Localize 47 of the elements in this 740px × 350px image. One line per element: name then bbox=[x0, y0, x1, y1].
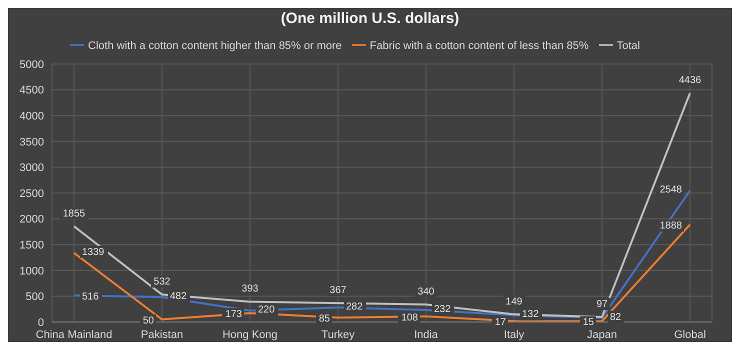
data-label: 340 bbox=[418, 286, 435, 298]
x-tick-label: Turkey bbox=[321, 328, 356, 341]
data-label: 393 bbox=[242, 284, 259, 295]
x-tick-label: Global bbox=[674, 328, 706, 341]
y-tick-label: 3000 bbox=[20, 162, 44, 174]
data-label: 1855 bbox=[62, 208, 86, 220]
data-label: 2548 bbox=[660, 184, 682, 196]
y-tick-label: 1500 bbox=[20, 240, 44, 252]
y-tick-label: 1000 bbox=[20, 265, 44, 278]
data-label: 15 bbox=[582, 317, 594, 328]
legend-label: Total bbox=[616, 40, 640, 52]
y-tick-label: 0 bbox=[38, 316, 44, 329]
y-tick-label: 2000 bbox=[20, 214, 44, 226]
data-label: 97 bbox=[596, 298, 608, 310]
y-tick-label: 2500 bbox=[20, 188, 44, 200]
data-label: 532 bbox=[154, 276, 171, 288]
data-label: 50 bbox=[142, 315, 154, 326]
data-label: 282 bbox=[346, 301, 364, 312]
data-label: 516 bbox=[82, 291, 100, 302]
y-tick-label: 3500 bbox=[20, 136, 44, 148]
x-tick-label: Italy bbox=[504, 328, 525, 341]
data-label: 132 bbox=[522, 309, 540, 320]
chart-title: (One million U.S. dollars) bbox=[280, 9, 460, 29]
legend-label: Cloth with a cotton content higher than 85% or more bbox=[88, 40, 342, 52]
data-label: 1339 bbox=[82, 246, 105, 258]
x-tick-label: Japan bbox=[587, 328, 617, 341]
data-label: 1888 bbox=[660, 220, 682, 232]
legend-label: Fabric with a cotton content of less than 85% bbox=[370, 40, 589, 52]
data-label: 82 bbox=[610, 312, 622, 323]
data-label: 482 bbox=[170, 291, 188, 302]
data-label: 17 bbox=[494, 317, 506, 328]
x-tick-label: India bbox=[414, 328, 439, 341]
data-label: 220 bbox=[258, 304, 276, 316]
data-label: 108 bbox=[401, 312, 418, 324]
data-label: 85 bbox=[318, 314, 330, 325]
data-label: 4436 bbox=[678, 75, 702, 86]
y-tick-label: 4500 bbox=[20, 84, 44, 97]
y-tick-label: 500 bbox=[26, 291, 44, 304]
x-tick-label: Pakistan bbox=[140, 328, 184, 341]
x-tick-label: Hong Kong bbox=[222, 328, 278, 341]
data-label: 367 bbox=[330, 285, 347, 296]
y-tick-label: 4000 bbox=[20, 110, 44, 123]
data-label: 232 bbox=[434, 304, 452, 316]
x-tick-label: China Mainland bbox=[36, 328, 112, 341]
data-label: 149 bbox=[506, 296, 523, 308]
data-label: 173 bbox=[225, 309, 242, 320]
y-tick-label: 5000 bbox=[20, 58, 44, 71]
